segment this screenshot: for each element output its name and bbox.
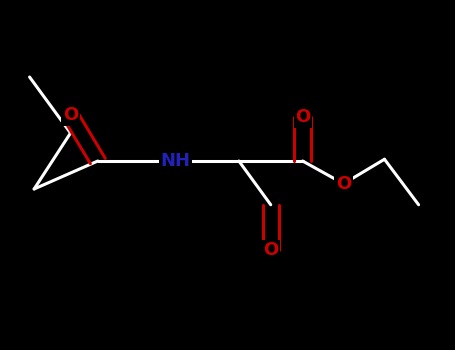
Text: NH: NH: [160, 152, 190, 170]
Text: O: O: [63, 106, 78, 125]
Text: O: O: [295, 108, 310, 126]
Text: O: O: [263, 241, 278, 259]
Text: O: O: [336, 175, 351, 193]
